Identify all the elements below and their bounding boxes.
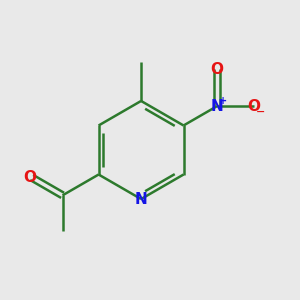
Text: N: N bbox=[211, 99, 224, 114]
Text: O: O bbox=[248, 99, 261, 114]
Text: O: O bbox=[24, 170, 37, 185]
Text: O: O bbox=[211, 61, 224, 76]
Text: N: N bbox=[135, 191, 148, 206]
Text: +: + bbox=[220, 96, 228, 106]
Text: −: − bbox=[256, 106, 266, 116]
